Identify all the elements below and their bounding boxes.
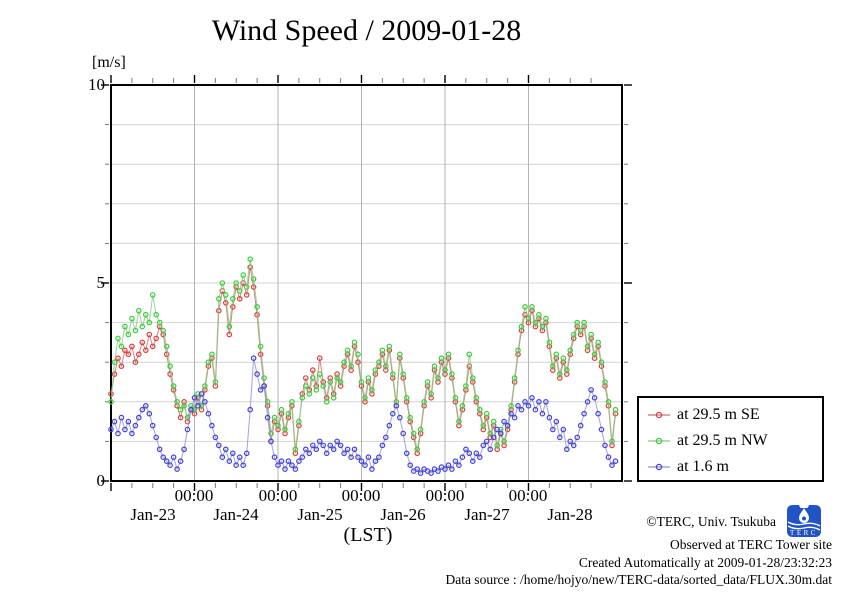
legend-marker-nw-icon: [648, 437, 670, 445]
terc-logo-icon: TERC: [787, 505, 821, 537]
y-tick-label-0: 0: [96, 471, 106, 490]
x-tick-label-0000-jan26: 00:00: [341, 486, 381, 505]
data-source-text: Data source : /home/hojyo/new/TERC-data/…: [445, 572, 832, 587]
x-tick-label-0000-jan25: 00:00: [258, 486, 298, 505]
x-tick-label-0000-jan28: 00:00: [508, 486, 548, 505]
legend-row-16m: at 1.6 m: [646, 454, 822, 480]
y-axis-unit-label: [m/s]: [92, 54, 126, 71]
day-label-jan-26: Jan-26: [380, 505, 426, 524]
legend-row-nw: at 29.5 m NW: [646, 428, 822, 454]
legend-label-nw: at 29.5 m NW: [677, 432, 768, 449]
y-tick-label-10: 10: [88, 75, 105, 94]
observed-at-text: Observed at TERC Tower site: [669, 537, 832, 552]
x-tick-label-0000-jan24: 00:00: [174, 486, 214, 505]
y-tick-label-5: 5: [96, 273, 106, 292]
day-label-jan-27: Jan-27: [464, 505, 510, 524]
day-label-jan-23: Jan-23: [130, 505, 176, 524]
day-label-jan-25: Jan-25: [297, 505, 343, 524]
legend-row-se: at 29.5 m SE: [646, 402, 822, 428]
legend-marker-se-icon: [648, 411, 670, 419]
x-tick-label-0000-jan27: 00:00: [425, 486, 465, 505]
chart-title: Wind Speed / 2009-01-28: [211, 14, 522, 47]
legend-box: at 29.5 m SE at 29.5 m NW at 1.6 m: [637, 396, 824, 482]
created-at-text: Created Automatically at 2009-01-28/23:3…: [578, 554, 832, 570]
legend-label-se: at 29.5 m SE: [677, 406, 760, 423]
legend-label-16m: at 1.6 m: [677, 458, 729, 475]
legend-marker-16m-icon: [648, 463, 670, 471]
svg-text:TERC: TERC: [790, 529, 818, 537]
x-axis-title: (LST): [343, 524, 393, 546]
day-label-jan-24: Jan-24: [213, 505, 259, 524]
footer-text-block: Observed at TERC Tower site Created Auto…: [445, 536, 832, 589]
copyright-text: ©TERC, Univ. Tsukuba: [646, 514, 776, 529]
day-label-jan-28: Jan-28: [547, 505, 593, 524]
